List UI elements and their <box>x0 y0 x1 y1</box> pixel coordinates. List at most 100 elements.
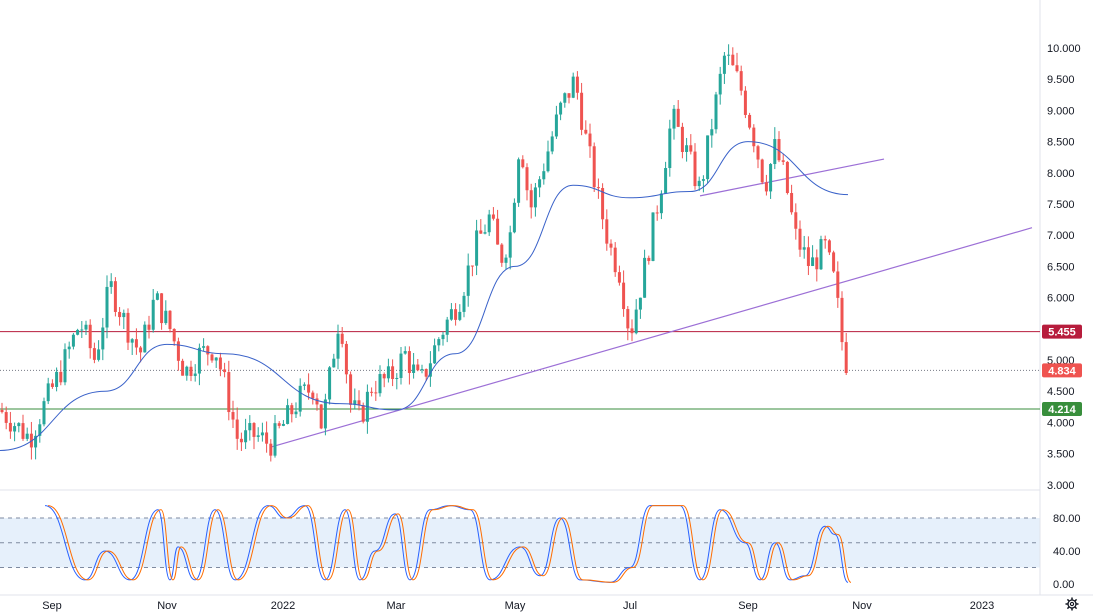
candle-body <box>97 349 101 360</box>
candle-body <box>491 214 495 219</box>
candle-body <box>777 139 781 161</box>
price-tick-label: 8.500 <box>1047 137 1075 149</box>
candle-body <box>563 93 567 103</box>
candle-body <box>21 423 25 439</box>
candle-body <box>126 312 130 343</box>
candle-body <box>273 423 277 456</box>
candle-body <box>17 423 21 427</box>
oscillator-tick-label: 80.00 <box>1053 513 1081 525</box>
candle-body <box>718 73 722 95</box>
candle-body <box>622 282 626 310</box>
candle-body <box>231 412 235 420</box>
price-tick-label: 3.000 <box>1047 480 1075 492</box>
candle-body <box>596 187 600 189</box>
rising-support-trendline <box>269 227 1033 448</box>
candle-body <box>328 367 332 400</box>
candle-body <box>672 108 676 129</box>
candle-body <box>542 171 546 180</box>
candle-body <box>151 299 155 330</box>
candle-body <box>454 309 458 320</box>
candle-body <box>449 309 453 320</box>
candle-body <box>197 347 201 374</box>
candle-body <box>34 435 38 448</box>
candle-body <box>336 333 340 359</box>
candle-body <box>609 243 613 248</box>
candle-body <box>353 400 357 405</box>
candle-body <box>147 324 151 330</box>
time-axis-labels[interactable]: Sep Nov 2022 Mar May Jul Sep Nov 2023 <box>42 600 994 612</box>
time-tick-label: Sep <box>42 600 62 612</box>
candle-body <box>693 151 697 187</box>
candle-body <box>25 433 29 439</box>
settings-gear-icon[interactable] <box>1065 597 1079 611</box>
candle-body <box>395 377 399 380</box>
candle-body <box>105 286 109 328</box>
candle-body <box>181 360 185 376</box>
candle-body <box>739 71 743 91</box>
candle-body <box>538 179 542 188</box>
candle-body <box>760 159 764 183</box>
candle-body <box>554 114 558 137</box>
candle-body <box>508 232 512 258</box>
candle-body <box>315 398 319 405</box>
candle-body <box>748 114 752 128</box>
candle-body <box>403 351 407 354</box>
candle-body <box>0 409 4 413</box>
candle-body <box>722 55 726 74</box>
candle-body <box>281 423 285 426</box>
candle-body <box>139 347 143 353</box>
candle-body <box>218 357 222 370</box>
candle-body <box>500 244 504 263</box>
candle-body <box>714 94 718 130</box>
candle-body <box>420 369 424 371</box>
candle-body <box>164 310 168 324</box>
candle-body <box>344 343 348 375</box>
price-tick-label: 10.000 <box>1047 43 1081 55</box>
candle-body <box>286 405 290 424</box>
candle-body <box>260 432 264 436</box>
candle-body <box>206 346 210 355</box>
candle-body <box>134 339 138 348</box>
price-tag-label: 5.455 <box>1048 327 1076 339</box>
candle-body <box>374 392 378 394</box>
candle-body <box>319 404 323 429</box>
candle-body <box>340 333 344 344</box>
candle-body <box>575 76 579 93</box>
price-tick-label: 4.000 <box>1047 417 1075 429</box>
price-tag-label: 4.214 <box>1048 404 1076 416</box>
candle-body <box>458 311 462 320</box>
candle-body <box>13 426 17 432</box>
price-tag <box>1042 324 1082 339</box>
candle-body <box>160 293 164 324</box>
candle-body <box>370 391 374 393</box>
moving-average-line <box>0 141 849 451</box>
candle-body <box>769 164 773 192</box>
price-tick-label: 7.000 <box>1047 230 1075 242</box>
price-axis-labels[interactable]: 10.000 9.500 9.000 8.500 8.000 7.500 7.000 6.50… <box>1047 43 1081 492</box>
candle-body <box>617 272 621 283</box>
candle-body <box>391 366 395 380</box>
candle-body <box>651 212 655 261</box>
candle-body <box>290 405 294 415</box>
candle-body <box>588 133 592 147</box>
candle-body <box>244 430 248 443</box>
candle-body <box>412 364 416 373</box>
oscillator-tick-label: 0.00 <box>1053 579 1074 591</box>
candle-body <box>668 128 672 169</box>
oscillator-axis-labels[interactable]: 80.00 40.00 0.00 <box>1053 513 1081 591</box>
candle-body <box>735 65 739 72</box>
trendlines[interactable] <box>269 158 1033 448</box>
candle-body <box>580 92 584 130</box>
upper-trendline <box>699 158 885 197</box>
price-tags: 5.455 4.834 4.214 <box>1042 324 1082 417</box>
candle-body <box>235 419 239 439</box>
candle-body <box>113 281 117 312</box>
candle-body <box>676 108 680 127</box>
candle-body <box>659 193 663 214</box>
candle-body <box>680 126 684 152</box>
candle-body <box>790 192 794 213</box>
candle-body <box>172 328 176 342</box>
candle-body <box>781 160 785 162</box>
